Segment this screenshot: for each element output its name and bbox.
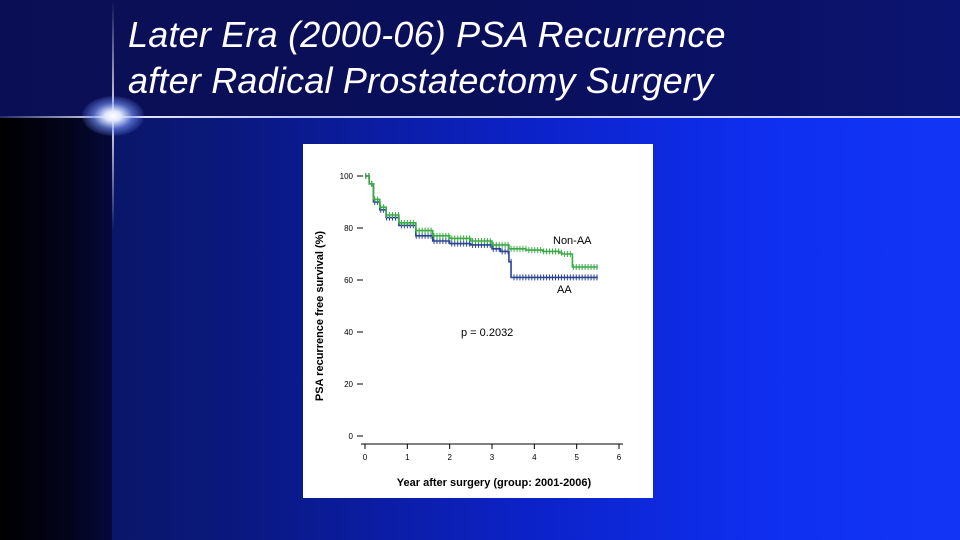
p-value-annotation: p = 0.2032: [461, 327, 513, 339]
slide-title-line-1: Later Era (2000-06) PSA Recurrence: [128, 14, 726, 55]
x-tick-label-5: 5: [574, 453, 579, 462]
series-line-aa: [365, 175, 598, 279]
header-band: [0, 0, 960, 116]
slide-title-line-2: after Radical Prostatectomy Surgery: [128, 60, 714, 101]
y-tick-label-20: 20: [344, 380, 353, 389]
y-tick-label-40: 40: [344, 328, 353, 337]
y-tick-label-0: 0: [349, 432, 354, 441]
left-dark-band: [0, 118, 112, 540]
light-flare-decoration: [82, 96, 144, 136]
x-axis-label: Year after surgery (group: 2001-2006): [397, 477, 592, 489]
series-label-aa: AA: [557, 284, 572, 296]
x-tick-label-1: 1: [405, 453, 410, 462]
x-tick-label-4: 4: [532, 453, 537, 462]
x-tick-label-0: 0: [363, 453, 368, 462]
y-tick-label-60: 60: [344, 276, 353, 285]
x-tick-label-6: 6: [617, 453, 622, 462]
chart-panel: 0 20 40 60 80 100 0 1 2 3 4 5 6 PSA recurrence free …: [303, 144, 653, 498]
series-line-non-aa: [365, 175, 598, 268]
y-tick-label-80: 80: [344, 224, 353, 233]
header-divider-line: [0, 116, 960, 118]
chart-series: [365, 173, 598, 281]
series-label-non-aa: Non-AA: [553, 235, 592, 247]
x-tick-label-2: 2: [447, 453, 452, 462]
y-tick-label-100: 100: [340, 172, 354, 181]
x-tick-label-3: 3: [490, 453, 495, 462]
slide-title: Later Era (2000-06) PSA Recurrence after…: [128, 12, 948, 104]
y-axis-label: PSA recurrence free survival (%): [314, 231, 326, 402]
chart-axes: 0 20 40 60 80 100 0 1 2 3 4 5 6: [340, 172, 623, 462]
survival-chart: 0 20 40 60 80 100 0 1 2 3 4 5 6 PSA recurrence free …: [314, 172, 623, 489]
